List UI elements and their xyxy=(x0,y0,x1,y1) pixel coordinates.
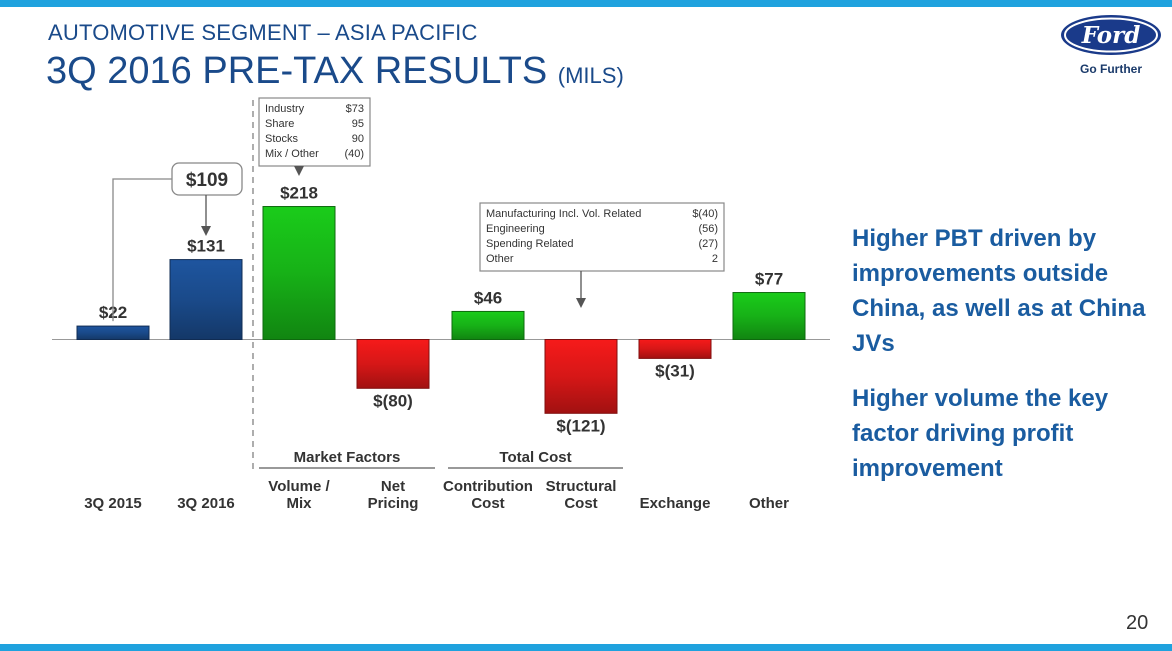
category-label: Exchange xyxy=(640,495,711,512)
breakdown-item: Manufacturing Incl. Vol. Related xyxy=(486,208,641,220)
breakdown-value: 90 xyxy=(352,133,364,145)
category-label: Mix xyxy=(286,495,312,512)
bar-value-label: $(80) xyxy=(373,391,413,410)
breakdown-item: Industry xyxy=(265,103,305,115)
bar-0 xyxy=(76,325,150,340)
takeaway-text-1: Higher PBT driven by improvements outsid… xyxy=(852,225,1146,357)
category-label: Other xyxy=(749,495,789,512)
breakdown-value: 95 xyxy=(352,118,364,130)
breakdown-value: (56) xyxy=(698,223,718,235)
category-label: Structural xyxy=(546,478,617,495)
category-label: 3Q 2015 xyxy=(84,495,142,512)
breakdown-value: 2 xyxy=(712,253,718,265)
category-label: Cost xyxy=(564,495,597,512)
bar-value-label: $218 xyxy=(280,184,318,203)
breakdown-arrowhead xyxy=(576,298,586,308)
takeaway-text-2: Higher volume the key factor driving pro… xyxy=(852,385,1109,482)
breakdown-value: (40) xyxy=(344,148,364,160)
logo-tagline: Go Further xyxy=(1080,62,1142,76)
title-unit: (MILS) xyxy=(557,63,624,88)
category-label: Net xyxy=(381,478,405,495)
bar-value-label: $(31) xyxy=(655,361,695,380)
category-label: Pricing xyxy=(368,495,419,512)
category-label: 3Q 2016 xyxy=(177,495,235,512)
breakdown-arrowhead xyxy=(294,166,304,176)
logo-wordmark: Ford xyxy=(1081,22,1141,49)
category-label: Volume / xyxy=(268,478,330,495)
breakdown-item: Mix / Other xyxy=(265,148,319,160)
group-label: Total Cost xyxy=(499,449,571,466)
bottom-accent-bar xyxy=(0,644,1172,651)
title-text: 3Q 2016 PRE-TAX RESULTS xyxy=(46,50,548,92)
page-number: 20 xyxy=(1126,612,1149,634)
bar-2 xyxy=(262,206,336,340)
bar-6 xyxy=(638,339,712,359)
change-callout-arrowhead xyxy=(201,226,211,236)
breakdown-item: Stocks xyxy=(265,133,299,145)
breakdown-item: Spending Related xyxy=(486,238,573,250)
slide-title: 3Q 2016 PRE-TAX RESULTS (MILS) xyxy=(46,50,624,93)
bar-value-label: $46 xyxy=(474,288,502,307)
bar-4 xyxy=(451,310,525,341)
bar-1 xyxy=(169,259,243,340)
ford-logo: Ford xyxy=(1061,15,1161,55)
change-callout-connector xyxy=(112,178,172,322)
group-label: Market Factors xyxy=(294,449,401,466)
breakdown-box xyxy=(258,97,371,167)
bar-7 xyxy=(732,292,806,340)
slide-subtitle: AUTOMOTIVE SEGMENT – ASIA PACIFIC xyxy=(48,20,478,45)
breakdown-item: Share xyxy=(265,118,294,130)
breakdown-box xyxy=(479,202,725,272)
bar-value-label: $131 xyxy=(187,237,225,256)
category-label: Cost xyxy=(471,495,504,512)
top-accent-bar xyxy=(0,0,1172,7)
bar-3 xyxy=(356,339,430,389)
breakdown-value: (27) xyxy=(698,238,718,250)
breakdown-item: Engineering xyxy=(486,223,545,235)
breakdown-item: Other xyxy=(486,253,514,265)
category-label: Contribution xyxy=(443,478,533,495)
bar-5 xyxy=(544,339,618,414)
breakdown-value: $73 xyxy=(346,103,364,115)
bar-value-label: $77 xyxy=(755,270,783,289)
bar-value-label: $(121) xyxy=(556,416,605,435)
change-callout-value: $109 xyxy=(186,170,228,191)
breakdown-value: $(40) xyxy=(692,208,718,220)
